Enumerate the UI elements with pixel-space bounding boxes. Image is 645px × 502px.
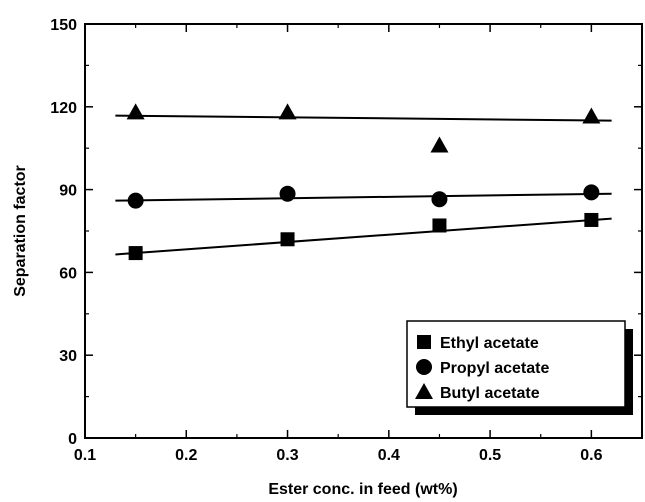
y-tick-label: 150 <box>50 17 77 34</box>
butyl-acetate-fit-line <box>115 114 612 122</box>
legend-propyl-acetate-label: Propyl acetate <box>440 360 549 377</box>
x-tick-label: 0.4 <box>378 447 400 464</box>
legend: Ethyl acetate Propyl acetate Butyl acetate <box>406 320 633 415</box>
y-tick-label: 30 <box>59 348 77 365</box>
y-axis-label: Separation factor <box>12 165 29 297</box>
legend-ethyl-acetate-label: Ethyl acetate <box>440 335 539 352</box>
propyl-acetate-point <box>431 191 448 208</box>
y-tick-label: 60 <box>59 265 77 282</box>
legend-butyl-acetate-marker <box>415 383 433 399</box>
x-tick-label: 0.5 <box>479 447 501 464</box>
ethyl-acetate-fit-line <box>115 217 612 256</box>
legend-items: Ethyl acetate Propyl acetate Butyl acetate <box>415 335 549 402</box>
fit-lines <box>115 114 612 256</box>
x-tick-label: 0.1 <box>74 447 96 464</box>
propyl-acetate-point <box>279 185 296 202</box>
data-markers <box>126 103 601 261</box>
y-tick-label: 120 <box>50 100 77 117</box>
legend-butyl-acetate-label: Butyl acetate <box>440 385 540 402</box>
axis-ticks: 0.1 0.2 0.3 0.4 0.5 0.6 0 30 60 90 120 150 <box>50 17 642 464</box>
x-tick-label: 0.6 <box>580 447 602 464</box>
butyl-acetate-point <box>278 103 297 120</box>
butyl-acetate-point <box>126 103 145 120</box>
butyl-acetate-point <box>430 136 449 153</box>
ethyl-acetate-point <box>584 212 599 227</box>
legend-ethyl-acetate-marker <box>417 335 431 349</box>
ethyl-acetate-point <box>128 246 143 261</box>
ethyl-acetate-point <box>432 218 447 233</box>
propyl-acetate-point <box>583 184 600 201</box>
propyl-acetate-fit-line <box>115 192 612 202</box>
legend-box <box>406 320 626 408</box>
ethyl-acetate-point <box>280 232 295 247</box>
y-tick-label: 0 <box>68 431 77 448</box>
propyl-acetate-point <box>127 192 144 209</box>
x-tick-label: 0.3 <box>276 447 298 464</box>
x-axis-label: Ester conc. in feed (wt%) <box>268 481 457 498</box>
y-tick-label: 90 <box>59 183 77 200</box>
legend-propyl-acetate-marker <box>416 359 432 375</box>
x-tick-label: 0.2 <box>175 447 197 464</box>
butyl-acetate-point <box>582 107 601 124</box>
